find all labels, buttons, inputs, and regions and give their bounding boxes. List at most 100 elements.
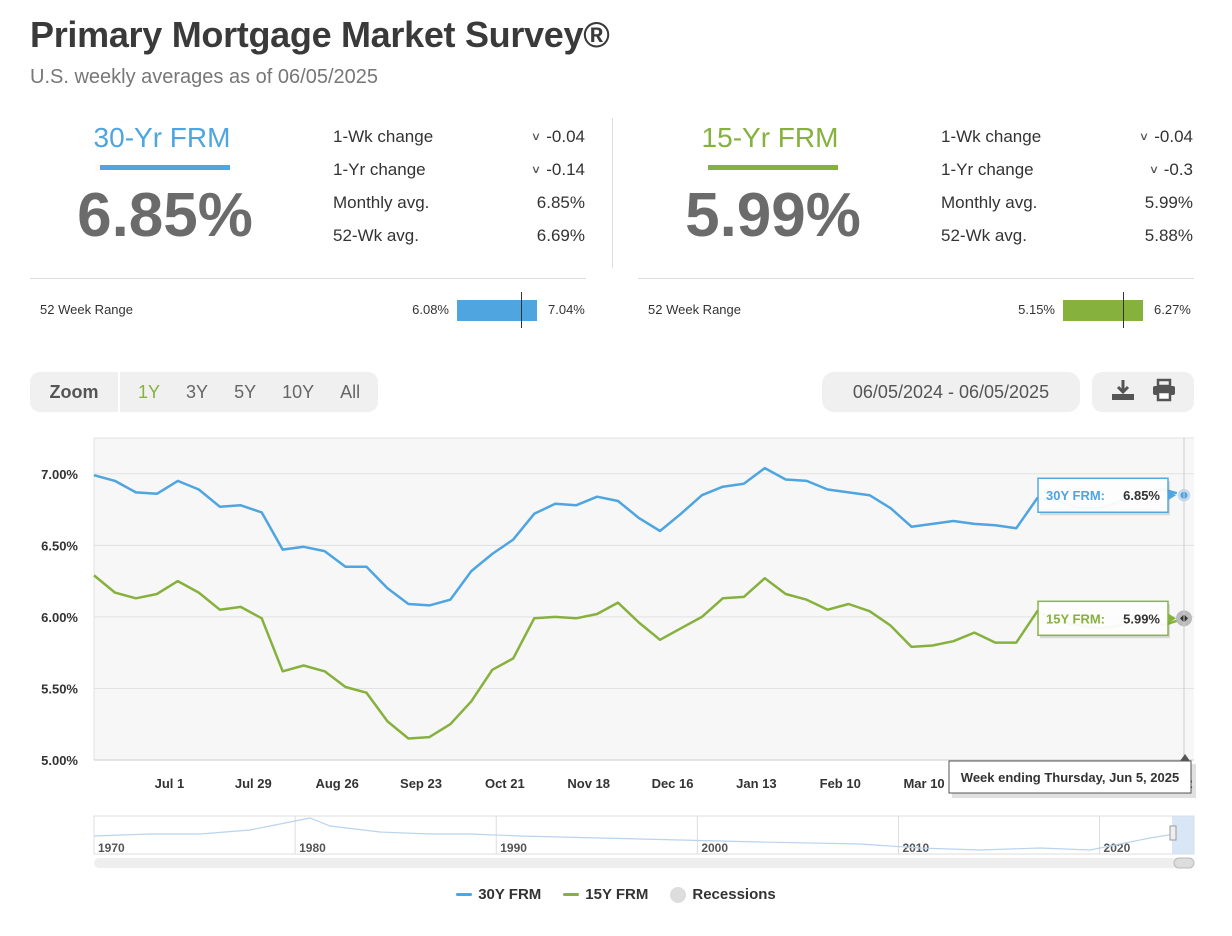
frm15-panel: 15-Yr FRM 5.99% 1-Wk change ∨ -0.04 1-Yr … — [638, 110, 1194, 332]
stat-value: -0.14 — [546, 159, 585, 179]
tooltip-30y-label: 30Y FRM: — [1046, 488, 1105, 503]
navigator-year-label: 2020 — [1104, 841, 1131, 855]
tooltip-30y-pointer — [1168, 490, 1176, 501]
range-current-marker — [1123, 292, 1124, 328]
range-bar — [1063, 292, 1143, 328]
y-tick-label: 6.00% — [41, 610, 78, 625]
range-min: 5.15% — [1018, 302, 1055, 317]
frm30-rate: 6.85% — [77, 181, 253, 250]
stat-value: 6.85% — [536, 192, 585, 212]
legend-item-30y[interactable]: 30Y FRM — [456, 886, 541, 903]
stat-label: Monthly avg. — [333, 192, 430, 212]
range-label: 52 Week Range — [40, 302, 133, 317]
legend-label: 30Y FRM — [478, 886, 542, 903]
y-tick-label: 7.00% — [41, 467, 78, 482]
frm30-panel: 30-Yr FRM 6.85% 1-Wk change ∨ -0.04 1-Yr … — [30, 110, 586, 332]
frm15-label: 15-Yr FRM — [701, 122, 839, 153]
navigator-scroll-thumb — [1173, 857, 1195, 869]
stat-value: 6.69% — [536, 225, 585, 245]
download-icon[interactable] — [1110, 378, 1136, 407]
navigator-handle — [1169, 825, 1177, 841]
legend-label: 15Y FRM — [585, 886, 649, 903]
tooltip-15y-label: 15Y FRM: — [1046, 611, 1105, 626]
zoom-3y-button[interactable]: 3Y — [186, 381, 209, 402]
frm30-label: 30-Yr FRM — [93, 122, 231, 153]
frm15-rate: 5.99% — [685, 181, 861, 250]
stat-label: 1-Wk change — [941, 126, 1042, 146]
x-tick-label: Feb 10 — [820, 776, 861, 791]
stat-value: -0.04 — [1154, 126, 1193, 146]
chevron-down-icon: ∨ — [1138, 131, 1150, 143]
x-tick-label: Nov 18 — [567, 776, 610, 791]
frm30-underline — [100, 165, 230, 170]
stat-label: 1-Wk change — [333, 126, 434, 146]
tooltip-15y-box — [1037, 600, 1169, 637]
range-max: 7.04% — [548, 302, 585, 317]
series-line-30y — [93, 466, 1185, 607]
legend-swatch — [563, 893, 580, 896]
navigator-year-label: 1990 — [500, 841, 527, 855]
series-line-15y — [93, 574, 1185, 740]
x-tick-label: Sep 23 — [400, 776, 442, 791]
tooltip-15y-value: 5.99% — [1123, 611, 1160, 626]
range-current-marker — [521, 292, 523, 328]
zoom-10y-button[interactable]: 10Y — [282, 381, 315, 402]
stat-value: 5.99% — [1144, 192, 1193, 212]
frm30-stats: 1-Wk change ∨ -0.04 1-Yr change ∨ -0.14 Mo… — [333, 120, 585, 252]
zoom-label: Zoom — [30, 372, 120, 412]
stat-row: 1-Yr change ∨ -0.14 — [333, 153, 585, 186]
panel-separator — [612, 118, 613, 268]
legend-item-15y[interactable]: 15Y FRM — [563, 886, 648, 903]
zoom-control: Zoom 1Y 3Y 5Y 10Y All — [30, 372, 378, 412]
chevron-down-icon: ∨ — [530, 164, 542, 176]
x-tick-label: Oct 21 — [485, 776, 525, 791]
range-max: 6.27% — [1154, 302, 1191, 317]
y-tick-label: 5.50% — [41, 681, 78, 696]
x-tick-label: Jul 1 — [155, 776, 185, 791]
zoom-5y-button[interactable]: 5Y — [234, 381, 257, 402]
legend-item-recessions[interactable]: Recessions — [670, 886, 776, 903]
week-tooltip-text: Week ending Thursday, Jun 5, 2025 — [961, 770, 1179, 785]
stat-row: 52-Wk avg. 5.88% — [941, 219, 1193, 252]
chart-tools — [1092, 372, 1194, 412]
x-tick-label: Jul 29 — [235, 776, 272, 791]
print-icon[interactable] — [1151, 378, 1177, 407]
plot-background — [94, 438, 1194, 760]
range-bar — [457, 292, 537, 328]
page-title: Primary Mortgage Market Survey® — [30, 14, 610, 55]
y-tick-label: 5.00% — [41, 753, 78, 768]
legend-label: Recessions — [692, 886, 776, 903]
stat-label: 1-Yr change — [333, 159, 426, 179]
chart-legend: 30Y FRM 15Y FRM Recessions — [0, 886, 1232, 903]
stat-label: 1-Yr change — [941, 159, 1034, 179]
x-tick-label: Jan 13 — [736, 776, 776, 791]
navigator-year-label: 1980 — [299, 841, 326, 855]
navigator-scrollbar — [94, 858, 1194, 868]
chevron-down-icon: ∨ — [530, 131, 542, 143]
zoom-1y-button[interactable]: 1Y — [138, 381, 161, 402]
stat-row: 1-Wk change ∨ -0.04 — [333, 120, 585, 153]
frm15-stats: 1-Wk change ∨ -0.04 1-Yr change ∨ -0.3 Mon… — [941, 120, 1193, 252]
zoom-all-button[interactable]: All — [340, 381, 361, 402]
frm15-underline — [708, 165, 838, 170]
stat-row: 52-Wk avg. 6.69% — [333, 219, 585, 252]
x-tick-label: Mar 10 — [903, 776, 944, 791]
tooltip-30y-value: 6.85% — [1123, 488, 1160, 503]
page-subtitle: U.S. weekly averages as of 06/05/2025 — [30, 66, 378, 88]
x-tick-label: Aug 26 — [315, 776, 358, 791]
range-label: 52 Week Range — [648, 302, 741, 317]
stat-row: Monthly avg. 5.99% — [941, 186, 1193, 219]
stat-value: 5.88% — [1144, 225, 1193, 245]
stat-label: Monthly avg. — [941, 192, 1038, 212]
rate-chart: 5.00% 5.50% 6.00% 6.50% 7.00% Jul 1 Jul 29 Aug … — [41, 437, 1196, 869]
panel-divider — [638, 278, 1194, 279]
date-range-input[interactable]: 06/05/2024 - 06/05/2025 — [822, 372, 1080, 412]
navigator-frame — [93, 815, 1195, 855]
x-tick-label: Dec 16 — [652, 776, 694, 791]
legend-swatch — [670, 886, 687, 903]
tooltip-30y-box — [1037, 477, 1169, 513]
chevron-down-icon: ∨ — [1148, 164, 1159, 176]
stat-row: Monthly avg. 6.85% — [333, 186, 585, 219]
range-min: 6.08% — [412, 302, 449, 317]
navigator-series — [93, 817, 1176, 851]
